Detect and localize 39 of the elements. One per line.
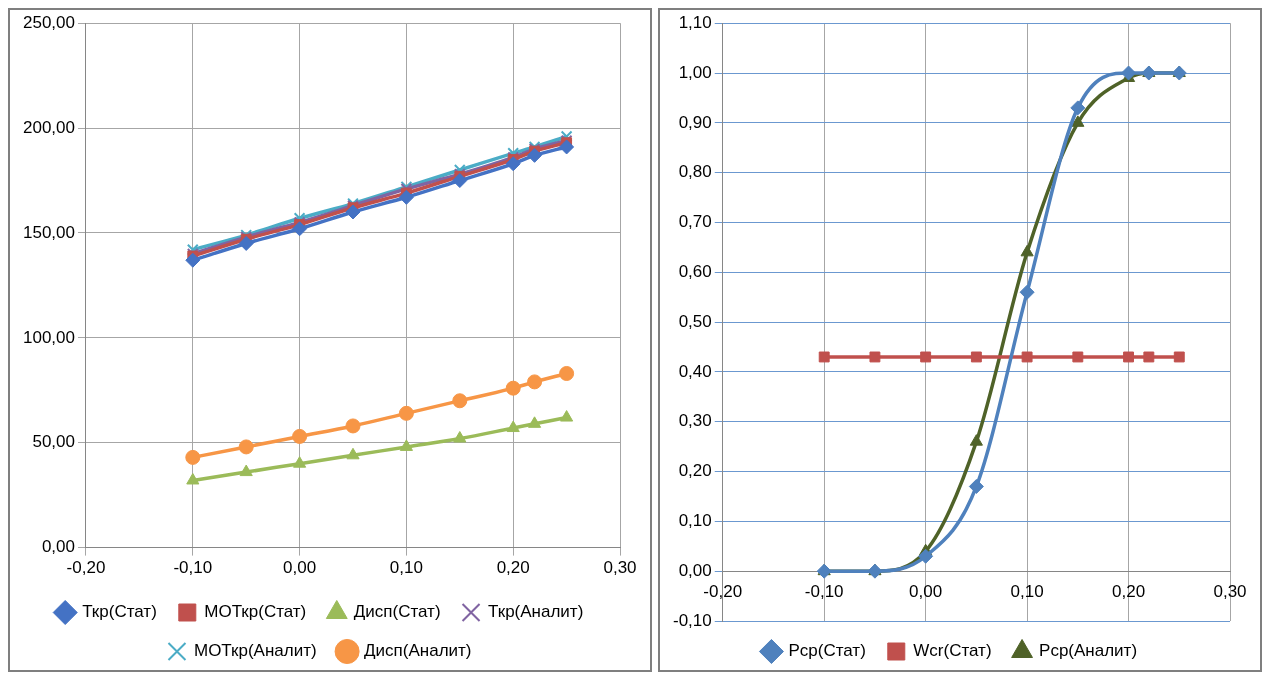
y-tick-label: 0,00 [41,537,75,557]
y-tick-label: 0,70 [678,212,712,232]
y-tick-label: 100,00 [23,327,75,347]
y-tick-label: 50,00 [32,432,75,452]
legend-label: Рср(Аналит) [1039,641,1138,661]
y-tick-label: 1,10 [678,12,712,32]
x-tick-label: -0,20 [703,582,743,602]
y-tick-label: 0,80 [678,162,712,182]
y-tick-label: 0,30 [678,411,712,431]
x-tick-label: 0,30 [1213,582,1247,602]
x-tick-label: -0,20 [66,558,106,578]
legend-label: Рср(Стат) [788,641,866,661]
y-tick-label: 0,10 [678,511,712,531]
y-tick-label: 0,20 [678,461,712,481]
x-tick-label: 0,00 [283,558,317,578]
legend-label: Ткр(Стат) [82,602,157,622]
y-tick-label: -0,10 [673,610,712,630]
legend-label: МОТкр(Аналит) [193,641,317,661]
x-tick-label: 0,30 [603,558,637,578]
x-tick-label: 0,00 [909,582,943,602]
y-tick-label: 0,90 [678,112,712,132]
y-tick-label: 200,00 [23,117,75,137]
legend-label: Дисп(Стат) [353,602,441,622]
x-tick-label: 0,20 [1112,582,1146,602]
y-tick-label: 0,50 [678,311,712,331]
x-tick-label: -0,10 [173,558,213,578]
x-tick-label: 0,10 [1010,582,1044,602]
legend-label: МОТкр(Стат) [204,602,307,622]
x-tick-label: 0,20 [496,558,530,578]
x-tick-label: 0,10 [389,558,423,578]
legend-label: Дисп(Аналит) [364,641,472,661]
y-tick-label: 1,00 [678,62,712,82]
x-tick-label: -0,10 [804,582,844,602]
y-tick-label: 0,60 [678,261,712,281]
legend-label: Ткр(Аналит) [488,602,584,622]
y-tick-label: 150,00 [23,222,75,242]
y-tick-label: 0,40 [678,361,712,381]
legend-label: Wcr(Стат) [913,641,992,661]
y-tick-label: 250,00 [23,12,75,32]
